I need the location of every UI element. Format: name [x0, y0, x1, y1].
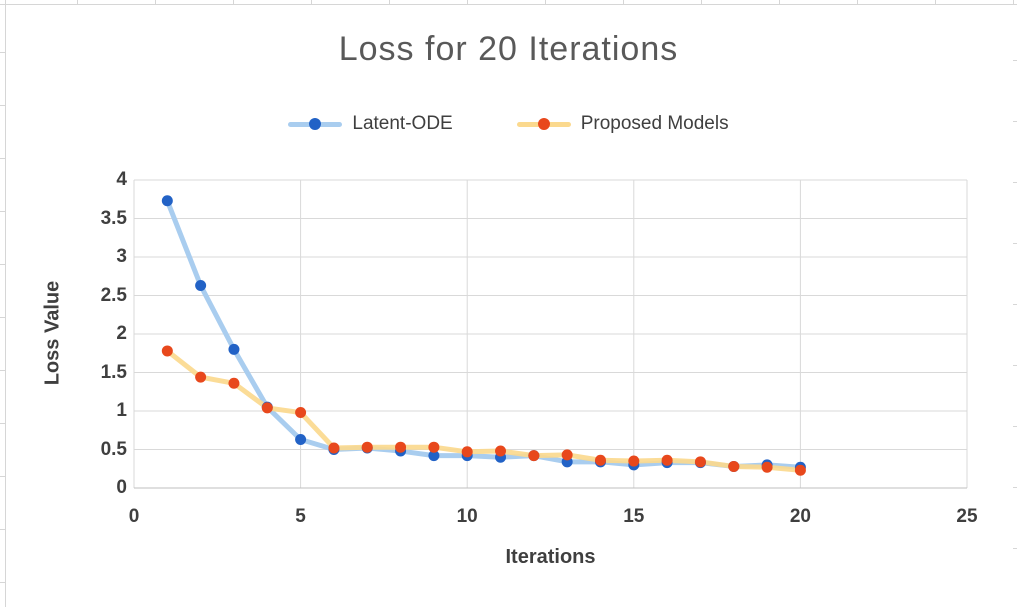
data-point-marker-1 [728, 460, 740, 472]
y-tick-label: 0 [116, 477, 127, 498]
legend-item-proposed-models: Proposed Models [516, 113, 729, 135]
x-tick-label: 20 [789, 506, 811, 527]
worksheet-row-gridlines-right [1013, 0, 1017, 607]
legend-dot-icon [537, 118, 550, 130]
worksheet-column-gridlines [0, 0, 1017, 4]
data-point-marker-1 [328, 442, 340, 454]
worksheet-top-gridline [0, 4, 1017, 5]
data-point-marker-1 [628, 455, 640, 467]
data-point-marker-1 [461, 446, 473, 458]
data-point-marker-1 [195, 371, 207, 383]
chart-legend: Latent-ODE Proposed Models [0, 110, 1017, 138]
y-tick-label: 0.5 [100, 438, 127, 460]
data-point-marker-1 [228, 377, 240, 389]
data-point-marker-1 [428, 441, 440, 453]
data-point-marker-1 [794, 464, 806, 476]
data-point-marker-1 [295, 407, 307, 419]
x-axis-title: Iterations [505, 546, 596, 568]
data-point-marker-1 [561, 449, 573, 461]
data-point-marker-0 [228, 343, 240, 355]
data-point-marker-1 [661, 454, 673, 466]
y-tick-label: 4 [116, 169, 127, 190]
legend-dot-icon [309, 118, 322, 130]
y-tick-label: 2 [116, 323, 127, 344]
data-point-marker-0 [161, 195, 173, 207]
data-point-marker-1 [761, 461, 773, 473]
worksheet-left-gridline [5, 0, 6, 607]
y-tick-label: 3 [116, 246, 127, 267]
y-tick-label: 1 [116, 400, 127, 421]
x-tick-label: 25 [956, 506, 978, 527]
data-point-marker-1 [361, 441, 373, 453]
legend-label: Latent-ODE [352, 113, 453, 134]
legend-line-marker-icon [288, 118, 343, 130]
y-tick-label: 3.5 [100, 207, 127, 229]
y-axis-title: Loss Value [41, 280, 64, 386]
data-point-marker-1 [395, 441, 407, 453]
y-tick-label: 1.5 [100, 361, 127, 383]
legend-item-latent-ode: Latent-ODE [288, 113, 453, 135]
data-point-marker-0 [428, 450, 440, 462]
data-point-marker-1 [694, 456, 706, 468]
legend-label: Proposed Models [580, 113, 729, 134]
data-point-marker-1 [495, 445, 507, 457]
data-point-marker-1 [528, 450, 540, 462]
x-tick-label: 10 [456, 506, 478, 527]
data-point-marker-1 [594, 454, 606, 466]
y-tick-label: 2.5 [100, 284, 127, 306]
data-point-marker-0 [195, 279, 207, 291]
worksheet-row-gridlines [0, 0, 5, 607]
data-point-marker-1 [161, 345, 173, 357]
x-tick-label: 5 [295, 506, 306, 527]
x-tick-label: 15 [623, 506, 645, 527]
x-tick-label: 0 [128, 506, 140, 527]
series-line-1 [164, 348, 803, 473]
plot-area [133, 179, 968, 489]
data-point-marker-0 [295, 433, 307, 445]
data-point-marker-1 [261, 402, 273, 414]
legend-line-marker-icon [516, 118, 571, 130]
chart-title: Loss for 20 Iterations [338, 30, 679, 68]
